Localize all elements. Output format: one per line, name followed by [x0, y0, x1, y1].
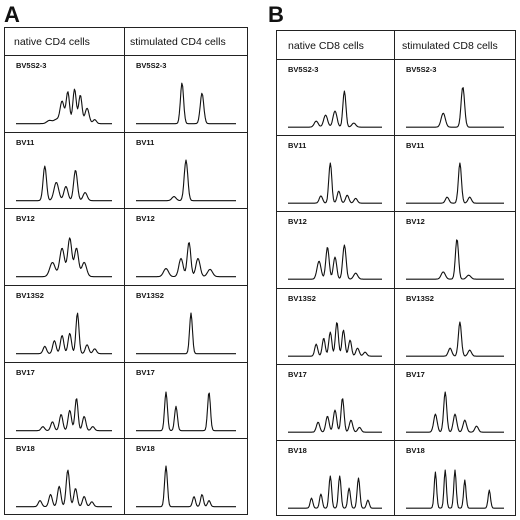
row-divider — [276, 287, 516, 289]
row-divider — [276, 59, 516, 60]
spectratype-trace-native — [288, 321, 382, 357]
cell-label-native: BV12 — [16, 214, 35, 224]
cell-label-stimulated: BV18 — [136, 444, 155, 454]
row-divider — [4, 208, 248, 210]
trace-line — [288, 90, 382, 128]
trace-line — [136, 242, 236, 278]
trace-line — [406, 320, 504, 357]
cell-label-native: BV5S2-3 — [16, 61, 47, 70]
spectratype-trace-stimulated — [406, 239, 504, 281]
spectratype-trace-native — [288, 397, 382, 433]
trace-line — [136, 391, 236, 431]
cell-label-native: BV12 — [288, 217, 307, 227]
trace-line — [136, 159, 236, 201]
spectratype-trace-stimulated — [406, 320, 504, 357]
cell-label-stimulated: BV18 — [406, 445, 425, 455]
row-divider — [276, 211, 516, 213]
spectratype-trace-stimulated — [136, 465, 236, 508]
panel-b — [276, 30, 516, 516]
cell-label-native: BV17 — [288, 369, 307, 379]
row-divider — [4, 285, 248, 286]
cell-label-native: BV13S2 — [16, 291, 44, 300]
trace-line — [136, 312, 236, 355]
spectratype-trace-native — [288, 475, 382, 509]
trace-line — [16, 165, 112, 201]
spectratype-trace-native — [288, 162, 382, 204]
spectratype-trace-native — [16, 165, 112, 201]
trace-line — [288, 475, 382, 509]
row-divider — [4, 131, 248, 133]
column-header-stimulated-cd4: stimulated CD4 cells — [130, 36, 226, 48]
cell-label-stimulated: BV12 — [406, 217, 425, 227]
column-header-stimulated-cd8: stimulated CD8 cells — [402, 40, 498, 52]
trace-line — [288, 162, 382, 204]
column-header-native-cd8: native CD8 cells — [288, 40, 364, 52]
spectratype-trace-native — [16, 397, 112, 431]
trace-line — [16, 237, 112, 278]
cell-label-native: BV13S2 — [288, 293, 316, 303]
cell-label-stimulated: BV12 — [136, 214, 155, 224]
spectratype-trace-stimulated — [406, 87, 504, 128]
cell-label-stimulated: BV11 — [406, 141, 425, 151]
spectratype-trace-native — [288, 90, 382, 128]
spectratype-trace-stimulated — [136, 242, 236, 278]
row-divider — [4, 55, 248, 56]
column-divider — [394, 30, 395, 516]
spectratype-trace-native — [16, 312, 112, 355]
cell-label-stimulated: BV5S2-3 — [406, 65, 437, 74]
cell-label-native: BV11 — [288, 141, 307, 151]
trace-line — [406, 469, 504, 509]
cell-label-stimulated: BV13S2 — [136, 291, 164, 300]
spectratype-trace-stimulated — [406, 469, 504, 509]
cell-label-stimulated: BV13S2 — [406, 293, 434, 303]
trace-line — [136, 82, 236, 125]
cell-label-stimulated: BV17 — [406, 369, 425, 379]
column-header-native-cd4: native CD4 cells — [14, 36, 90, 48]
trace-line — [288, 321, 382, 357]
cell-label-native: BV18 — [288, 445, 307, 455]
cell-label-native: BV18 — [16, 444, 35, 454]
cell-label-stimulated: BV17 — [136, 367, 155, 377]
trace-line — [406, 391, 504, 433]
spectratype-trace-native — [16, 237, 112, 278]
trace-line — [16, 312, 112, 355]
spectratype-trace-native — [288, 244, 382, 281]
trace-line — [16, 88, 112, 125]
spectratype-trace-stimulated — [136, 159, 236, 201]
panel-letter-a: A — [4, 2, 20, 27]
row-divider — [276, 363, 516, 365]
cell-label-stimulated: BV5S2-3 — [136, 61, 167, 70]
column-divider — [124, 27, 125, 515]
trace-line — [136, 465, 236, 508]
trace-line — [406, 239, 504, 281]
spectratype-trace-stimulated — [136, 391, 236, 431]
cell-label-stimulated: BV11 — [136, 137, 155, 147]
row-divider — [276, 439, 516, 441]
panel-a — [4, 27, 248, 515]
row-divider — [276, 135, 516, 137]
row-divider — [4, 438, 248, 440]
trace-line — [16, 397, 112, 431]
spectratype-trace-native — [16, 88, 112, 125]
row-divider — [4, 361, 248, 363]
spectratype-trace-stimulated — [406, 391, 504, 433]
cell-label-native: BV5S2-3 — [288, 65, 319, 74]
cell-label-native: BV17 — [16, 367, 35, 377]
panel-letter-b: B — [268, 2, 284, 27]
spectratype-trace-native — [16, 469, 112, 508]
trace-line — [16, 469, 112, 508]
trace-line — [406, 162, 504, 204]
spectratype-trace-stimulated — [136, 82, 236, 125]
cell-label-native: BV11 — [16, 137, 35, 147]
trace-line — [406, 87, 504, 128]
spectratype-trace-stimulated — [406, 162, 504, 204]
spectratype-trace-stimulated — [136, 312, 236, 355]
trace-line — [288, 397, 382, 433]
trace-line — [288, 244, 382, 281]
